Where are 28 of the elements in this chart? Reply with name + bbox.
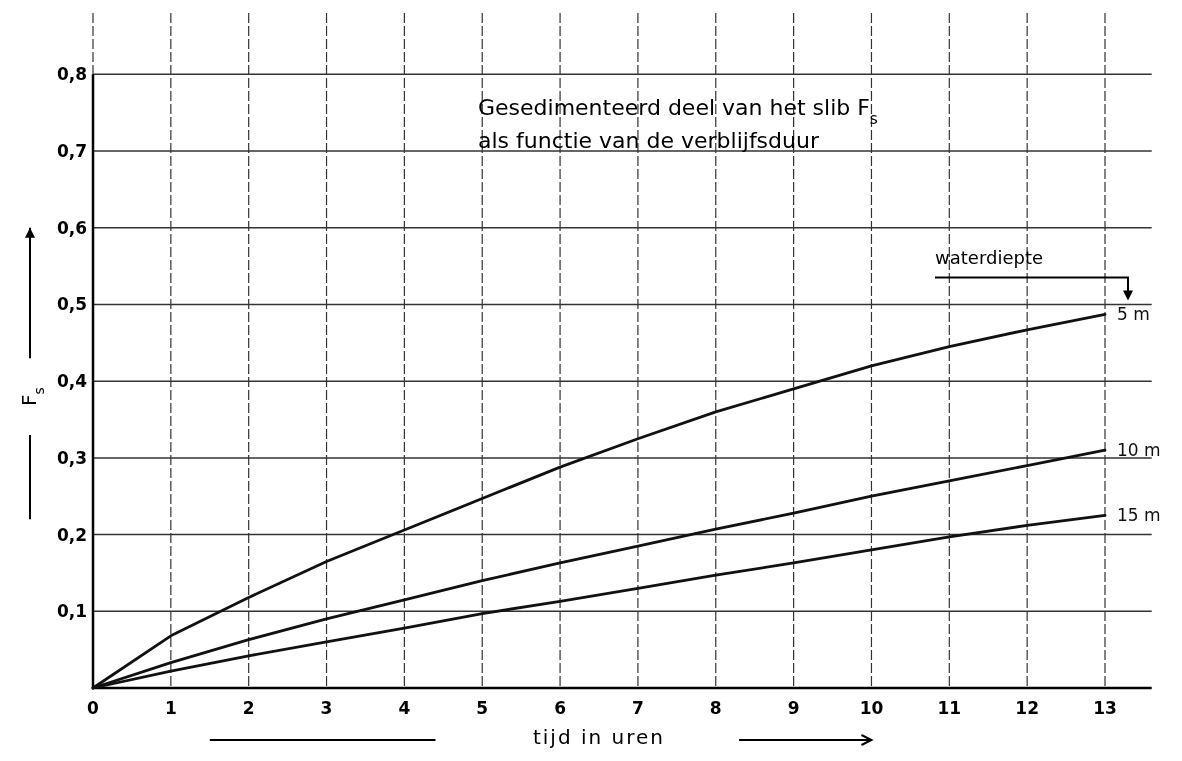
- x-tick-label: 3: [320, 698, 333, 718]
- x-tick-label: 0: [87, 698, 100, 718]
- x-tick-label: 1: [164, 698, 177, 718]
- y-tick-label: 0,6: [56, 217, 87, 238]
- x-tick-label: 13: [1093, 698, 1117, 718]
- series-label: 10 m: [1117, 440, 1161, 461]
- x-axis-title: tijd in uren: [532, 725, 666, 749]
- y-tick-label: 0,2: [56, 524, 87, 545]
- series-label: 15 m: [1117, 505, 1161, 526]
- x-tick-label: 5: [476, 698, 489, 718]
- y-tick-label: 0,1: [56, 601, 87, 622]
- x-tick-label: 6: [554, 698, 566, 718]
- series-label: 5 m: [1117, 304, 1150, 325]
- legend-title: waterdiepte: [935, 247, 1044, 269]
- x-tick-label: 12: [1015, 698, 1039, 718]
- x-tick-label: 10: [859, 698, 884, 718]
- x-tick-label: 11: [937, 698, 962, 718]
- y-tick-label: 0,5: [56, 294, 87, 315]
- x-tick-label: 4: [398, 698, 411, 718]
- y-tick-label: 0,8: [56, 64, 87, 85]
- x-tick-label: 9: [787, 698, 800, 718]
- text: als functie van de verblijfsduur: [478, 128, 820, 153]
- y-tick-label: 0,7: [56, 141, 87, 162]
- x-tick-label: 2: [242, 698, 255, 718]
- x-tick-label: 7: [632, 698, 644, 718]
- y-tick-label: 0,4: [56, 371, 88, 392]
- y-tick-label: 0,3: [56, 447, 87, 468]
- x-tick-label: 8: [709, 698, 722, 718]
